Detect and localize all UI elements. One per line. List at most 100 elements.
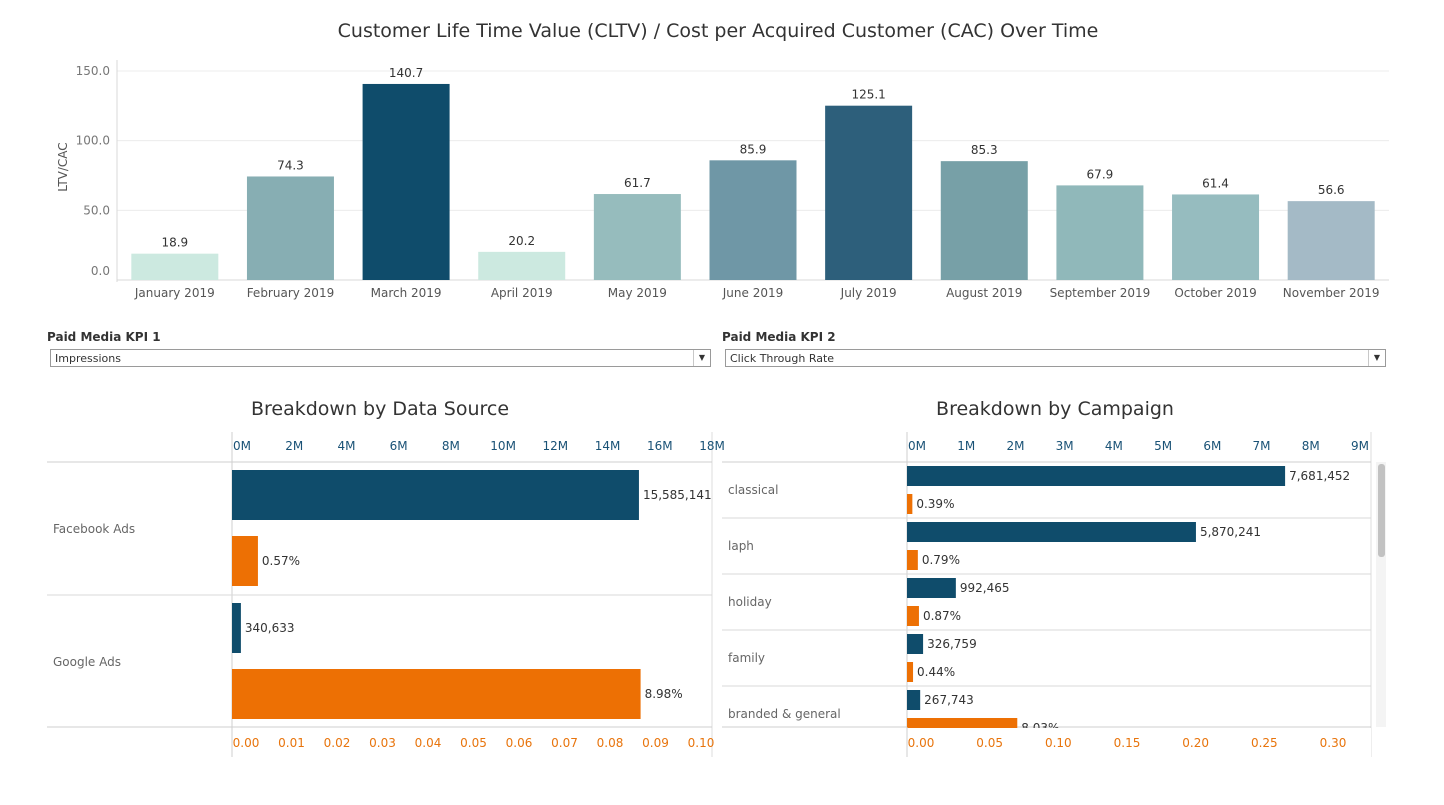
bar — [825, 105, 913, 280]
bar — [478, 251, 566, 280]
top-axis-tick: 7M — [1253, 439, 1271, 453]
bottom-axis-tick: 0.25 — [1251, 736, 1278, 750]
bottom-axis-tick: 0.10 — [1045, 736, 1072, 750]
top-axis-tick: 9M — [1351, 439, 1369, 453]
ctr-label: 0.87% — [923, 609, 961, 623]
impressions-label: 5,870,241 — [1200, 525, 1261, 539]
top-axis-tick: 12M — [543, 439, 569, 453]
data-label: 56.6 — [1318, 183, 1345, 197]
data-label: 20.2 — [508, 234, 535, 248]
y-tick-label: 50.0 — [83, 203, 110, 217]
impressions-label: 340,633 — [245, 621, 295, 635]
x-tick-label: November 2019 — [1283, 286, 1380, 300]
bottom-axis-tick: 0.09 — [642, 736, 669, 750]
top-axis-tick: 14M — [595, 439, 621, 453]
kpi2-label: Paid Media KPI 2 — [722, 330, 836, 344]
top-axis-tick: 16M — [647, 439, 673, 453]
ctr-label: 0.44% — [917, 665, 955, 679]
bottom-axis-tick: 0.07 — [551, 736, 578, 750]
chart-title: Customer Life Time Value (CLTV) / Cost p… — [337, 20, 1099, 42]
category-label: family — [728, 651, 765, 665]
top-axis-tick: 4M — [1105, 439, 1123, 453]
bottom-axis-tick: 0.08 — [597, 736, 624, 750]
category-label: Facebook Ads — [53, 522, 135, 536]
top-axis-tick: 6M — [390, 439, 408, 453]
bottom-axis-tick: 0.06 — [506, 736, 533, 750]
bar — [1287, 201, 1375, 280]
ctr-label: 8.98% — [645, 687, 683, 701]
kpi1-dropdown[interactable]: Impressions ▼ — [50, 349, 711, 367]
top-axis-tick: 6M — [1203, 439, 1221, 453]
y-tick-label: 100.0 — [76, 134, 110, 148]
bottom-axis-tick: 0.30 — [1320, 736, 1347, 750]
bottom-axis-tick: 0.10 — [688, 736, 715, 750]
ds-chart-title: Breakdown by Data Source — [250, 398, 510, 420]
bottom-axis-tick: 0.20 — [1182, 736, 1209, 750]
bar — [1172, 194, 1260, 280]
ctr-label: 0.39% — [916, 497, 954, 511]
category-label: laph — [728, 539, 754, 553]
bottom-axis-tick: 0.01 — [278, 736, 305, 750]
impressions-bar — [232, 603, 241, 653]
impressions-label: 267,743 — [924, 693, 974, 707]
chevron-down-icon[interactable]: ▼ — [1368, 350, 1385, 366]
bottom-axis-tick: 0.30 — [1320, 736, 1347, 750]
bar — [362, 83, 450, 280]
x-tick-label: March 2019 — [371, 286, 442, 300]
ctr-bar — [907, 606, 919, 626]
x-tick-label: April 2019 — [491, 286, 553, 300]
bottom-axis-tick: 0.00 — [908, 736, 935, 750]
impressions-label: 326,759 — [927, 637, 977, 651]
data-label: 140.7 — [389, 66, 423, 80]
ctr-bar — [907, 494, 913, 514]
kpi2-selected-value: Click Through Rate — [730, 352, 835, 365]
kpi2-dropdown[interactable]: Click Through Rate ▼ — [725, 349, 1386, 367]
data-label: 74.3 — [277, 158, 304, 172]
ctr-bar — [907, 550, 918, 570]
ctr-label: 8.03% — [1021, 721, 1059, 735]
bottom-axis-tick: 0.05 — [460, 736, 487, 750]
top-axis-tick: 0M — [233, 439, 251, 453]
bottom-axis-tick: 0.04 — [415, 736, 442, 750]
top-axis-tick: 8M — [442, 439, 460, 453]
top-axis-tick: 2M — [285, 439, 303, 453]
bottom-axis-tick: 0.02 — [324, 736, 351, 750]
data-label: 125.1 — [851, 88, 885, 102]
top-axis-tick: 3M — [1056, 439, 1074, 453]
category-label: Google Ads — [53, 655, 121, 669]
x-tick-label: October 2019 — [1174, 286, 1256, 300]
campaign-chart-title: Breakdown by Campaign — [936, 398, 1174, 420]
impressions-bar — [907, 634, 924, 654]
kpi1-selected-value: Impressions — [55, 352, 121, 365]
bottom-axis-tick: 0.20 — [1182, 736, 1209, 750]
bar — [246, 176, 334, 280]
bar — [593, 194, 681, 280]
top-axis-tick: 2M — [1006, 439, 1024, 453]
bottom-axis-tick: 0.03 — [369, 736, 396, 750]
top-axis-tick: 8M — [1302, 439, 1320, 453]
y-tick-label: 150.0 — [76, 64, 110, 78]
data-label: 18.9 — [161, 236, 188, 250]
impressions-bar — [907, 466, 1286, 486]
x-tick-label: June 2019 — [722, 286, 784, 300]
bottom-axis-tick: 0.05 — [976, 736, 1003, 750]
data-label: 61.7 — [624, 176, 651, 190]
bottom-axis-tick: 0.15 — [1114, 736, 1141, 750]
x-tick-label: August 2019 — [946, 286, 1022, 300]
scrollbar-track[interactable] — [1376, 462, 1386, 727]
top-axis-tick: 10M — [490, 439, 516, 453]
impressions-label: 15,585,141 — [643, 488, 712, 502]
bar — [131, 253, 219, 280]
ctr-bar — [907, 662, 914, 682]
category-label: branded & general — [728, 707, 841, 721]
kpi1-label: Paid Media KPI 1 — [47, 330, 161, 344]
chevron-down-icon[interactable]: ▼ — [693, 350, 710, 366]
x-tick-label: May 2019 — [608, 286, 667, 300]
y-axis-label: LTV/CAC — [56, 142, 70, 191]
scrollbar-thumb[interactable] — [1378, 464, 1385, 557]
top-axis-tick: 0M — [908, 439, 926, 453]
ctr-bar — [232, 669, 641, 719]
category-label: classical — [728, 483, 778, 497]
bar — [1056, 185, 1144, 280]
top-axis-tick: 18M — [699, 439, 725, 453]
